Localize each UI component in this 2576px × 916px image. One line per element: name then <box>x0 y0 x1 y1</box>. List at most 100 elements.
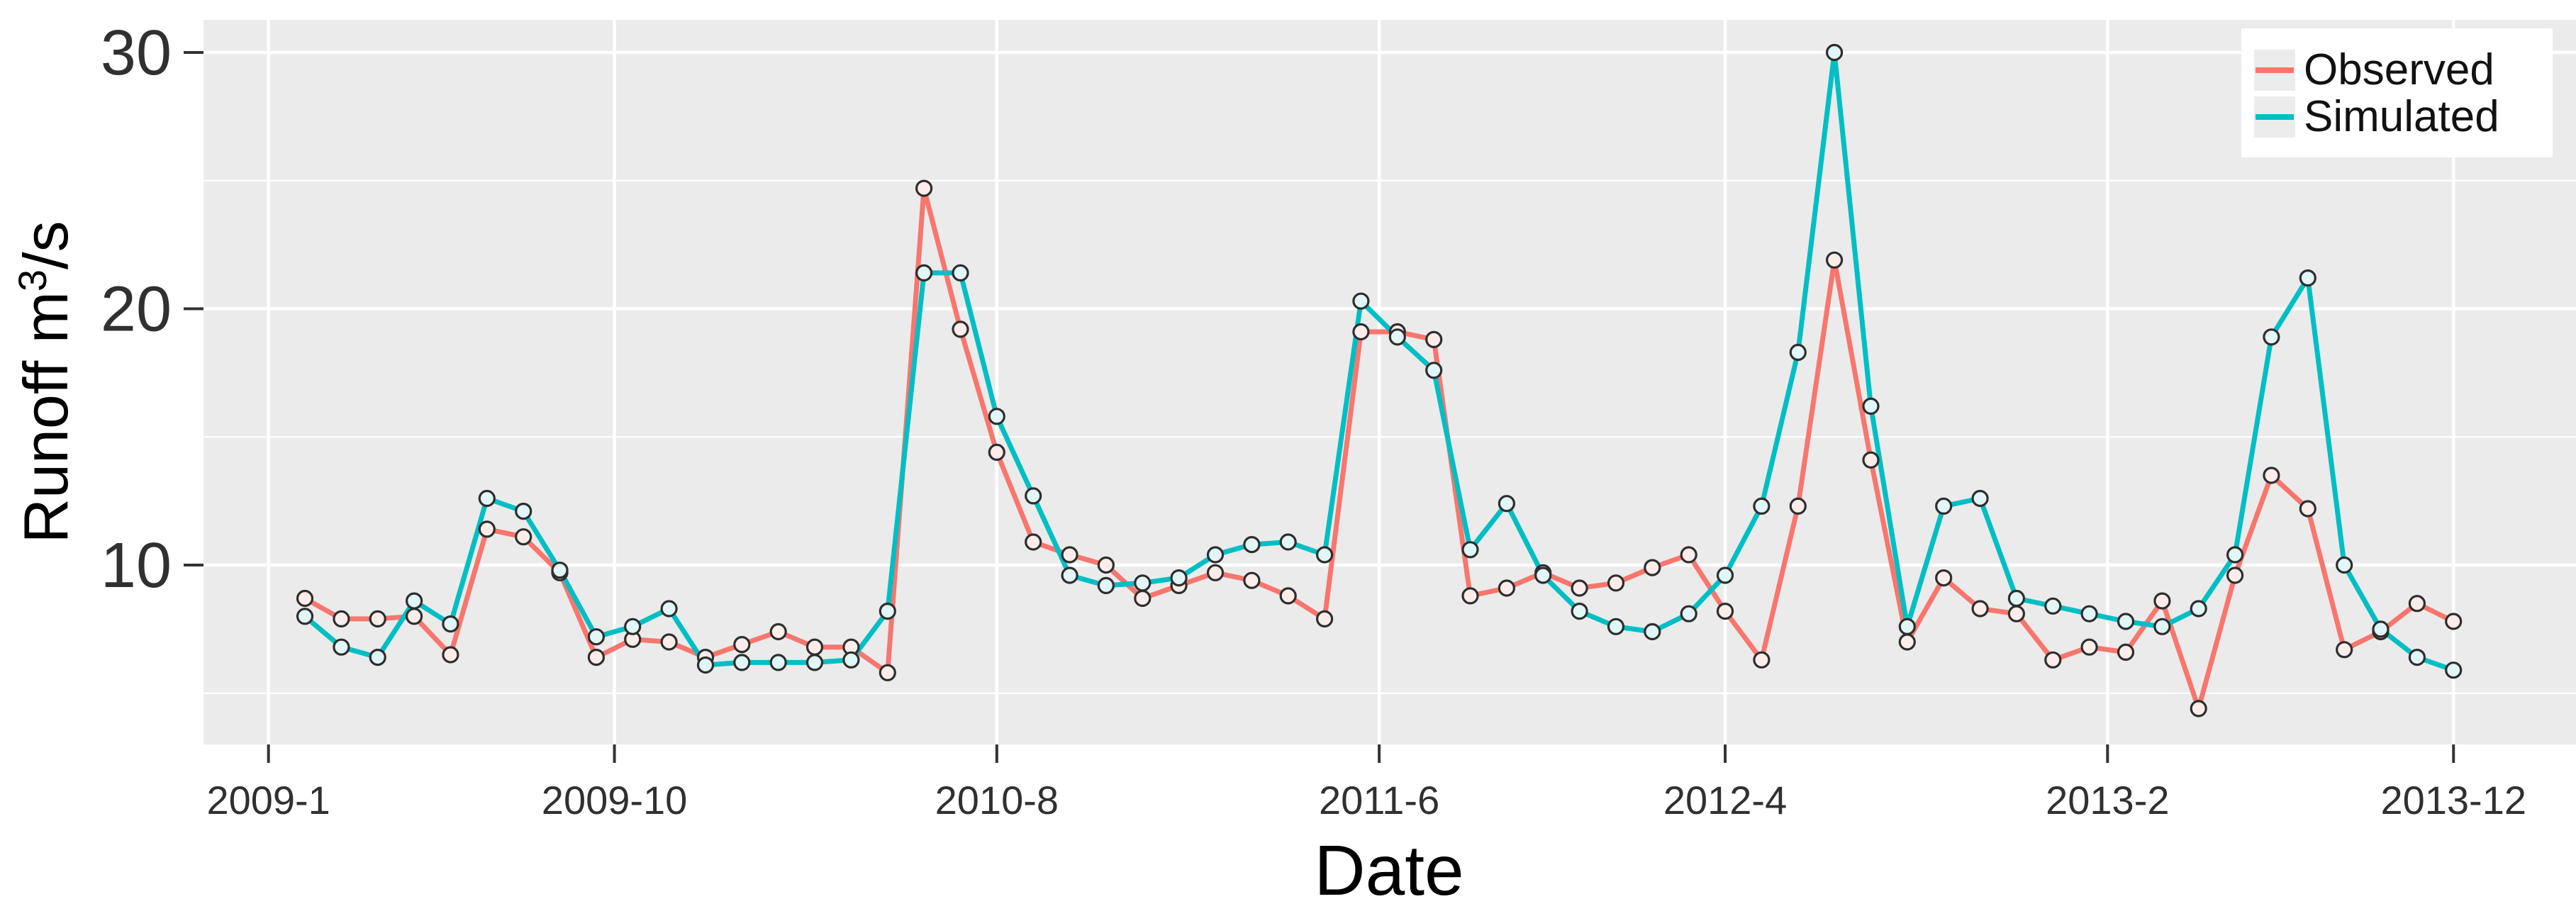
data-point-simulated <box>369 648 386 666</box>
data-point-simulated <box>660 600 678 618</box>
x-tick-label: 2013-2 <box>2046 778 2169 822</box>
legend-key-simulated <box>2254 96 2295 138</box>
observed-line-swatch-icon <box>2256 67 2294 73</box>
data-point-simulated <box>1388 328 1406 346</box>
data-point-simulated <box>842 651 860 669</box>
data-point-observed <box>1789 497 1807 515</box>
data-point-simulated <box>1716 566 1734 584</box>
data-point-simulated <box>2372 620 2390 638</box>
data-point-simulated <box>1352 292 1370 310</box>
data-point-observed <box>1971 600 1989 618</box>
data-point-simulated <box>1498 495 1515 513</box>
data-point-simulated <box>515 502 533 520</box>
data-point-observed <box>2190 700 2207 717</box>
data-point-observed <box>1461 587 1479 605</box>
data-point-observed <box>1607 574 1625 592</box>
x-axis-title: Date <box>1314 831 1463 910</box>
data-point-observed <box>2226 566 2244 584</box>
data-point-observed <box>1097 556 1115 574</box>
data-point-observed <box>1571 579 1588 597</box>
data-point-observed <box>769 622 787 641</box>
data-point-simulated <box>1826 43 1844 62</box>
data-point-observed <box>405 608 423 625</box>
x-tick-label: 2013-12 <box>2380 778 2526 822</box>
data-point-observed <box>879 664 896 681</box>
data-point-simulated <box>952 264 969 281</box>
data-point-observed <box>296 589 314 608</box>
data-point-observed <box>1134 589 1152 608</box>
data-point-observed <box>1680 546 1697 564</box>
data-point-simulated <box>1898 618 1916 635</box>
data-point-simulated <box>551 562 569 579</box>
data-point-observed <box>478 520 496 538</box>
data-point-simulated <box>1862 397 1880 415</box>
data-point-observed <box>733 635 751 654</box>
data-point-observed <box>1279 587 1297 605</box>
data-point-observed <box>2007 605 2025 622</box>
data-point-simulated <box>988 408 1005 425</box>
data-point-observed <box>1862 451 1880 469</box>
data-point-observed <box>369 610 386 628</box>
data-point-simulated <box>2408 648 2426 666</box>
data-point-simulated <box>2044 597 2062 615</box>
data-point-observed <box>2117 643 2135 661</box>
x-tick-label: 2009-10 <box>542 778 688 822</box>
data-point-observed <box>2299 500 2316 518</box>
data-point-simulated <box>1315 546 1334 564</box>
data-point-simulated <box>1134 574 1152 592</box>
data-point-observed <box>442 646 459 664</box>
data-point-observed <box>1243 571 1261 589</box>
data-point-observed <box>2263 467 2280 484</box>
y-tick-label: 20 <box>101 274 172 345</box>
data-point-simulated <box>1789 343 1807 362</box>
legend-row-observed: Observed <box>2254 47 2553 94</box>
data-point-simulated <box>624 618 642 635</box>
data-point-observed <box>1935 569 1953 587</box>
data-point-simulated <box>1935 497 1953 515</box>
x-tick-label: 2012-4 <box>1663 778 1787 822</box>
data-point-simulated <box>915 264 933 281</box>
data-point-observed <box>915 179 933 197</box>
data-point-observed <box>805 638 824 656</box>
legend-label-simulated: Simulated <box>2304 92 2499 141</box>
data-point-observed <box>515 528 533 546</box>
data-point-observed <box>1498 579 1515 597</box>
data-point-observed <box>1061 546 1078 564</box>
chart-layer: 2009-1 2009-10 2010-8 2011-6 2012-4 2013-2 201… <box>101 18 2576 822</box>
plot-panel-background <box>203 20 2576 744</box>
data-point-simulated <box>879 602 896 620</box>
data-point-simulated <box>1097 576 1115 595</box>
data-point-simulated <box>587 628 606 646</box>
data-point-observed <box>587 648 606 666</box>
data-point-simulated <box>296 608 314 625</box>
data-point-observed <box>1826 251 1844 269</box>
data-point-simulated <box>1644 622 1661 641</box>
data-point-simulated <box>1680 605 1697 622</box>
data-point-observed <box>2408 595 2426 613</box>
data-point-simulated <box>2190 600 2207 618</box>
legend-key-observed <box>2254 50 2295 91</box>
data-point-simulated <box>2117 613 2135 630</box>
data-point-simulated <box>1170 569 1188 587</box>
data-point-simulated <box>733 654 751 671</box>
data-point-observed <box>660 633 678 651</box>
data-point-observed <box>2080 638 2098 656</box>
legend-label-observed: Observed <box>2304 45 2494 94</box>
data-point-simulated <box>478 489 496 508</box>
data-point-simulated <box>1025 487 1042 505</box>
data-point-observed <box>952 320 969 338</box>
x-tick-label: 2009-1 <box>206 778 330 822</box>
data-point-observed <box>1898 633 1916 651</box>
data-point-observed <box>2336 641 2353 659</box>
data-point-simulated <box>2336 556 2353 574</box>
x-tick-label: 2011-6 <box>1319 778 1439 822</box>
y-axis-title-main: Runoff m <box>11 291 81 543</box>
data-point-simulated <box>2445 661 2463 679</box>
data-point-simulated <box>1206 546 1225 564</box>
data-point-simulated <box>2007 589 2025 608</box>
data-point-simulated <box>1243 535 1261 554</box>
data-point-observed <box>1644 559 1661 576</box>
data-point-observed <box>1315 610 1334 628</box>
